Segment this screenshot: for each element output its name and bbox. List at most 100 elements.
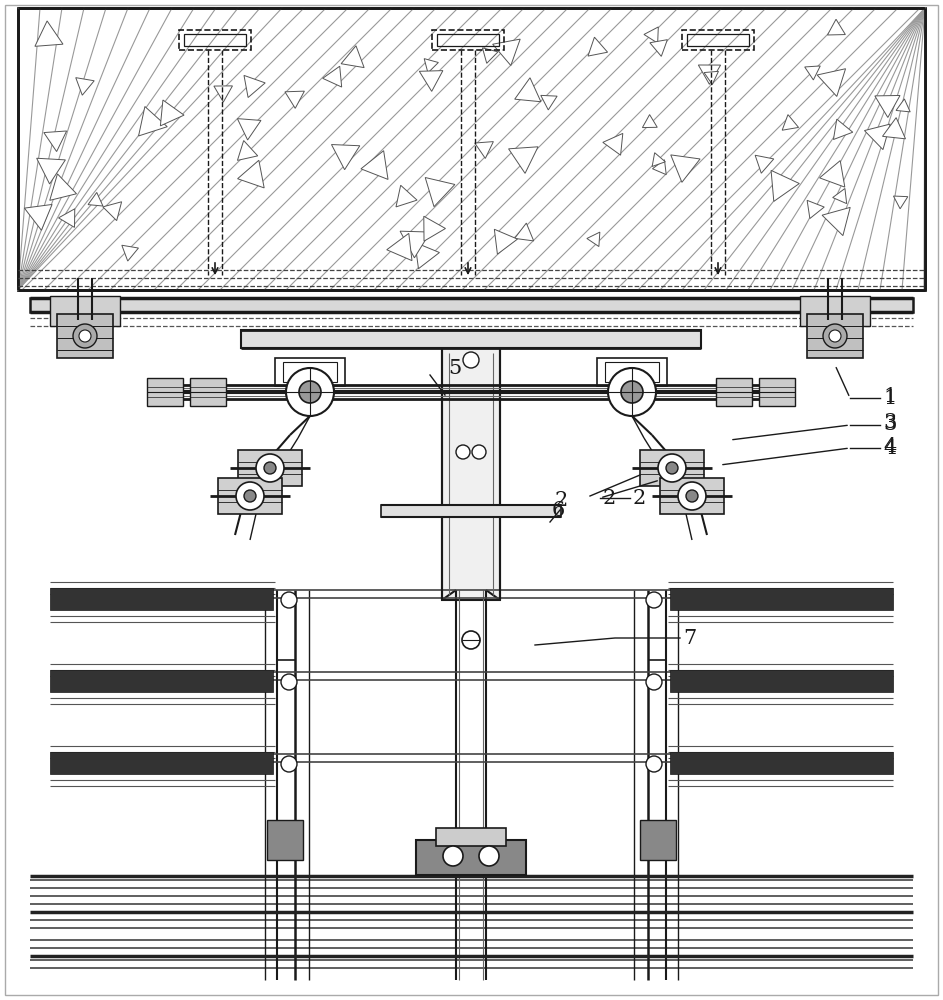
Polygon shape: [50, 670, 273, 692]
Polygon shape: [896, 99, 910, 112]
Polygon shape: [267, 820, 303, 860]
Text: 6: 6: [552, 500, 565, 520]
Polygon shape: [818, 69, 846, 96]
Text: 3: 3: [883, 414, 897, 432]
Polygon shape: [43, 131, 67, 152]
Bar: [716, 378, 752, 406]
Bar: [190, 378, 226, 406]
Circle shape: [236, 482, 264, 510]
Polygon shape: [644, 27, 658, 43]
Polygon shape: [361, 151, 388, 179]
Polygon shape: [540, 95, 557, 110]
Circle shape: [281, 674, 297, 690]
Polygon shape: [588, 37, 607, 56]
Polygon shape: [50, 752, 273, 774]
Polygon shape: [508, 147, 538, 173]
Circle shape: [678, 482, 706, 510]
Polygon shape: [603, 133, 622, 155]
Bar: [238, 450, 302, 486]
Circle shape: [462, 631, 480, 649]
Bar: [147, 378, 183, 406]
Bar: [640, 450, 704, 486]
Circle shape: [264, 462, 276, 474]
Polygon shape: [238, 160, 264, 188]
Polygon shape: [653, 160, 666, 175]
Polygon shape: [160, 100, 184, 126]
Circle shape: [299, 381, 321, 403]
Polygon shape: [515, 78, 541, 102]
Polygon shape: [396, 185, 417, 207]
Polygon shape: [670, 155, 700, 182]
Polygon shape: [704, 71, 719, 84]
Polygon shape: [893, 196, 908, 209]
Polygon shape: [50, 588, 273, 610]
Polygon shape: [875, 95, 900, 117]
Polygon shape: [50, 174, 76, 200]
Polygon shape: [238, 119, 261, 140]
Polygon shape: [642, 115, 657, 128]
Bar: [179, 30, 251, 50]
Circle shape: [472, 445, 486, 459]
Bar: [687, 34, 749, 46]
Polygon shape: [424, 59, 438, 73]
Polygon shape: [323, 66, 341, 87]
Polygon shape: [423, 216, 445, 241]
Bar: [442, 348, 500, 600]
Polygon shape: [670, 588, 893, 610]
Polygon shape: [35, 21, 63, 46]
Bar: [184, 34, 246, 46]
Polygon shape: [400, 231, 430, 258]
Polygon shape: [474, 142, 493, 158]
Text: 2: 2: [633, 488, 646, 508]
Polygon shape: [387, 233, 412, 261]
Circle shape: [823, 324, 847, 348]
Text: 5: 5: [448, 359, 461, 377]
Polygon shape: [122, 245, 139, 261]
Circle shape: [686, 490, 698, 502]
Polygon shape: [58, 209, 74, 227]
Polygon shape: [587, 232, 600, 247]
Polygon shape: [415, 242, 439, 269]
Bar: [807, 314, 863, 358]
Text: 2: 2: [603, 488, 616, 508]
Polygon shape: [214, 86, 233, 102]
Circle shape: [829, 330, 841, 342]
Text: 2: 2: [555, 490, 569, 510]
Polygon shape: [755, 155, 774, 173]
Circle shape: [479, 846, 499, 866]
Polygon shape: [492, 39, 521, 66]
Bar: [283, 362, 337, 382]
Circle shape: [463, 352, 479, 368]
Bar: [381, 505, 561, 517]
Bar: [597, 358, 667, 386]
Text: 1: 1: [883, 388, 897, 408]
Text: 3: 3: [883, 416, 897, 434]
Polygon shape: [420, 71, 443, 91]
Bar: [218, 478, 282, 514]
Polygon shape: [244, 75, 265, 98]
Polygon shape: [865, 124, 890, 150]
Circle shape: [646, 592, 662, 608]
Circle shape: [244, 490, 256, 502]
Circle shape: [621, 381, 643, 403]
Polygon shape: [807, 200, 824, 219]
Polygon shape: [37, 158, 65, 184]
Polygon shape: [103, 202, 122, 221]
Polygon shape: [341, 46, 364, 68]
Bar: [18, 8, 925, 290]
Polygon shape: [834, 119, 852, 140]
Circle shape: [646, 674, 662, 690]
Text: 4: 4: [883, 436, 896, 456]
Polygon shape: [833, 188, 847, 204]
Polygon shape: [883, 118, 905, 139]
Circle shape: [286, 368, 334, 416]
Bar: [275, 358, 345, 386]
Bar: [800, 296, 870, 326]
Polygon shape: [771, 170, 800, 201]
Circle shape: [456, 445, 470, 459]
Polygon shape: [425, 178, 455, 207]
Polygon shape: [650, 40, 668, 56]
Polygon shape: [804, 66, 820, 80]
Polygon shape: [699, 65, 720, 84]
Polygon shape: [483, 48, 498, 63]
